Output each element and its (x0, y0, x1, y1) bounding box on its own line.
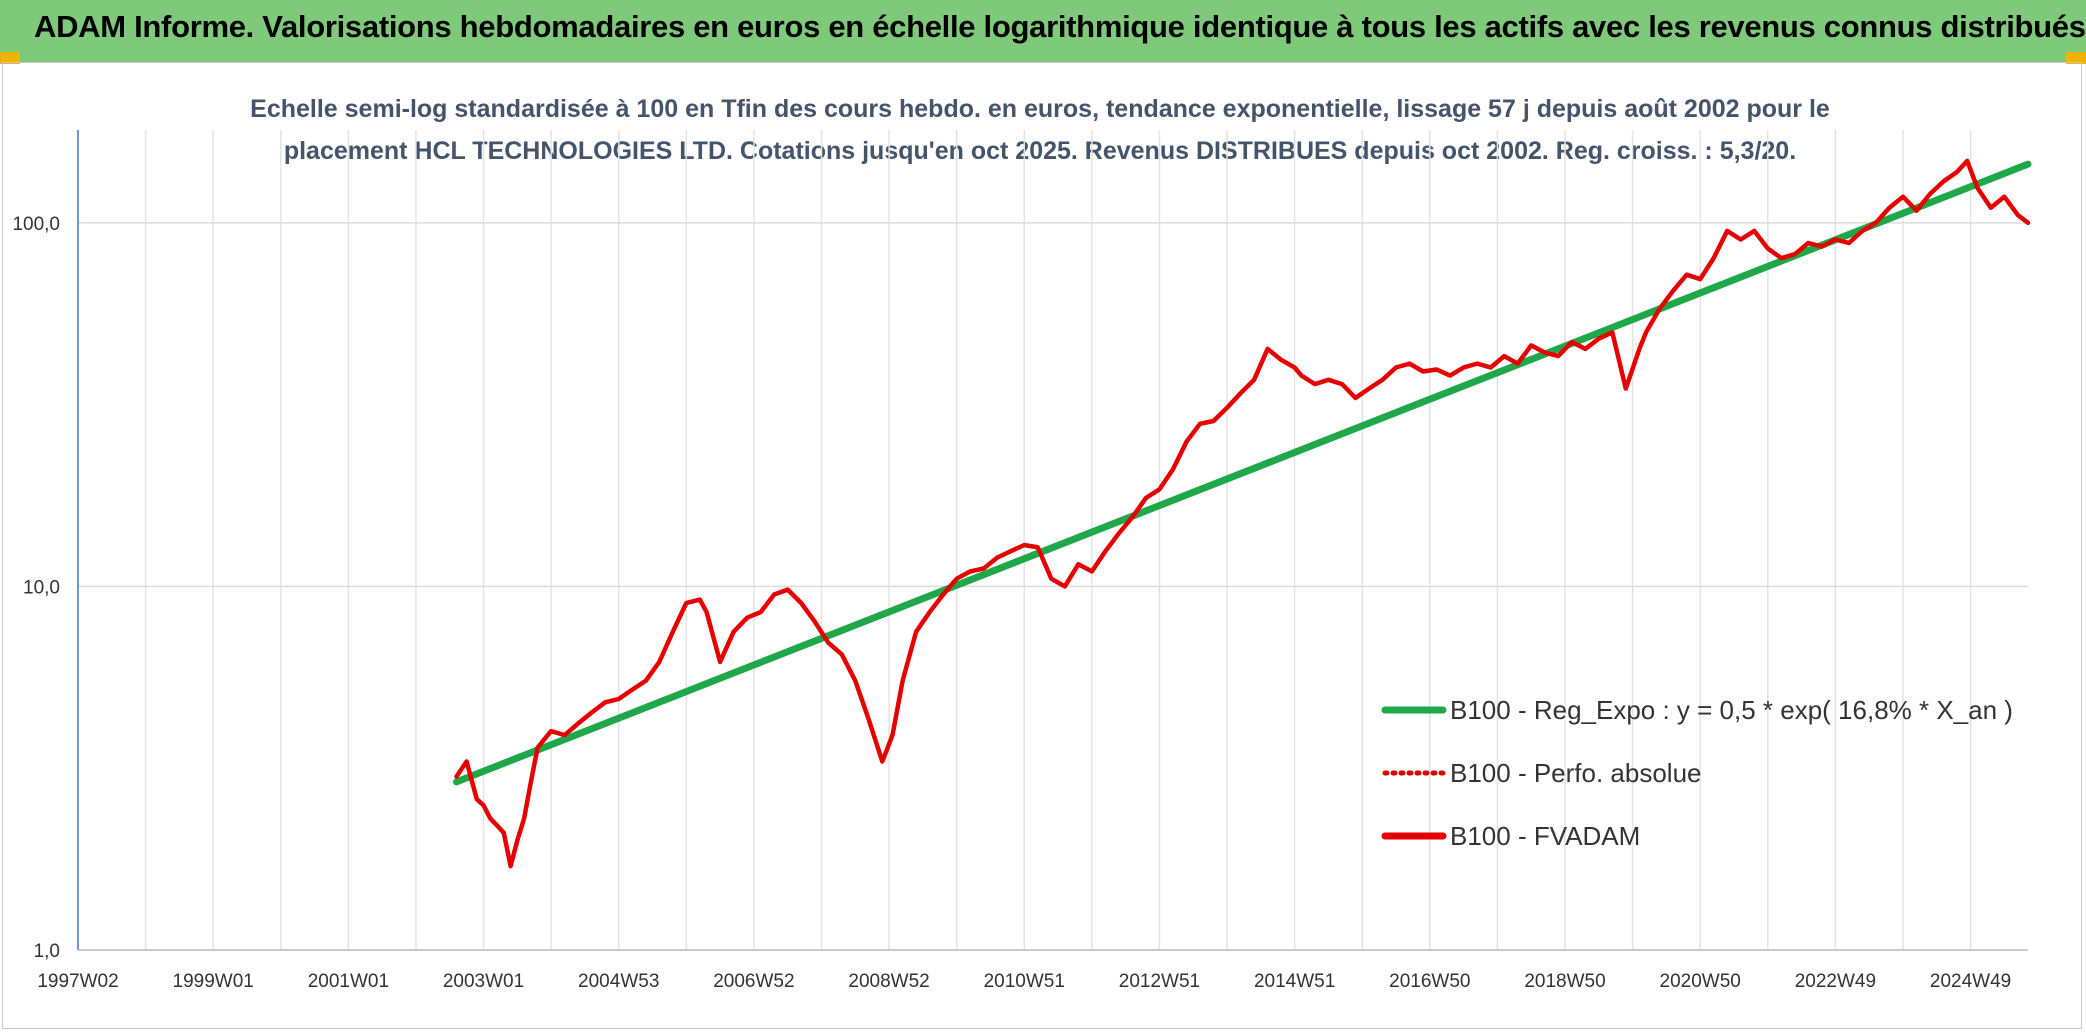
x-tick-label: 2006W52 (713, 971, 794, 992)
x-tick-label: 1997W02 (37, 971, 118, 992)
series-line-reg-expo (453, 160, 2032, 786)
chart-grid (77, 130, 2028, 951)
y-tick-label: 100,0 (12, 214, 60, 235)
x-tick-label: 2018W50 (1524, 971, 1605, 992)
x-tick-label: 2004W53 (578, 971, 659, 992)
x-tick-label: 2016W50 (1389, 971, 1470, 992)
chart-tick-labels: 1,0 10,0 100,0 1997W02 1999W01 2001W01 2003W01… (12, 214, 2011, 992)
chart-subtitle-line-1: Echelle semi-log standardisée à 100 en T… (250, 95, 1830, 123)
legend-item-reg-expo-label: B100 - Reg_Expo : y = 0,5 * exp( 16,8% *… (1450, 695, 2013, 725)
legend-item-fvadam-label: B100 - FVADAM (1450, 821, 1640, 851)
x-tick-label: 2024W49 (1930, 971, 2011, 992)
report-title: ADAM Informe. Valorisations hebdomadaire… (34, 9, 2086, 44)
chart-legend: B100 - Reg_Expo : y = 0,5 * exp( 16,8% *… (1381, 695, 2013, 851)
chart-axes (77, 130, 2028, 951)
x-tick-label: 2014W51 (1254, 971, 1335, 992)
series-line-fvadam (454, 158, 2031, 869)
x-tick-label: 1999W01 (173, 971, 254, 992)
x-tick-label: 2012W51 (1119, 971, 1200, 992)
corner-mark-right (2066, 52, 2086, 64)
y-tick-label: 10,0 (23, 577, 60, 598)
report-banner: ADAM Informe. Valorisations hebdomadaire… (0, 0, 2086, 62)
chart-subtitle: Echelle semi-log standardisée à 100 en T… (60, 88, 2020, 172)
legend-item-perfo-absolue-label: B100 - Perfo. absolue (1450, 758, 1702, 788)
x-tick-label: 2020W50 (1660, 971, 1741, 992)
chart-series (453, 158, 2032, 869)
x-tick-label: 2003W01 (443, 971, 524, 992)
x-tick-label: 2001W01 (308, 971, 389, 992)
x-tick-label: 2008W52 (848, 971, 929, 992)
x-tick-label: 2022W49 (1795, 971, 1876, 992)
chart-subtitle-line-2: placement HCL TECHNOLOGIES LTD. Cotation… (283, 137, 1797, 165)
chart-frame (2, 62, 2082, 1029)
corner-mark-left (0, 52, 20, 64)
x-tick-label: 2010W51 (984, 971, 1065, 992)
y-tick-label: 1,0 (34, 941, 60, 962)
